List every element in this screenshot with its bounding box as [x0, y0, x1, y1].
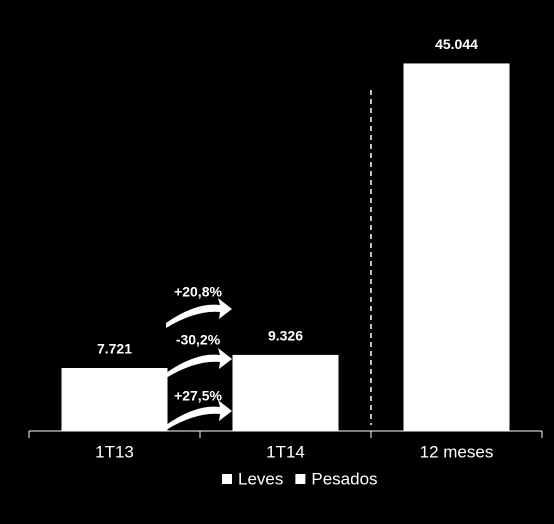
- x-tick-label: 1T14: [266, 442, 305, 461]
- legend-swatch: [222, 474, 232, 484]
- bar: [232, 354, 339, 431]
- arrow: [166, 400, 232, 430]
- annotation: -30,2%: [176, 332, 221, 348]
- x-tick-label: 1T13: [95, 442, 134, 461]
- legend-label: Pesados: [311, 469, 377, 488]
- data-label: 7.721: [97, 341, 132, 357]
- legend-swatch: [295, 474, 306, 484]
- arrow: [166, 348, 232, 378]
- data-label: 45.044: [435, 36, 478, 52]
- arrows: [166, 298, 232, 430]
- annotation: +20,8%: [174, 284, 222, 300]
- x-tick-label: 12 meses: [420, 442, 494, 461]
- annotation: +27,5%: [174, 388, 222, 404]
- arrow: [166, 298, 232, 328]
- bar: [61, 367, 168, 431]
- bar: [403, 63, 510, 432]
- legend-label: Leves: [238, 469, 283, 488]
- data-label: 9.326: [268, 328, 303, 344]
